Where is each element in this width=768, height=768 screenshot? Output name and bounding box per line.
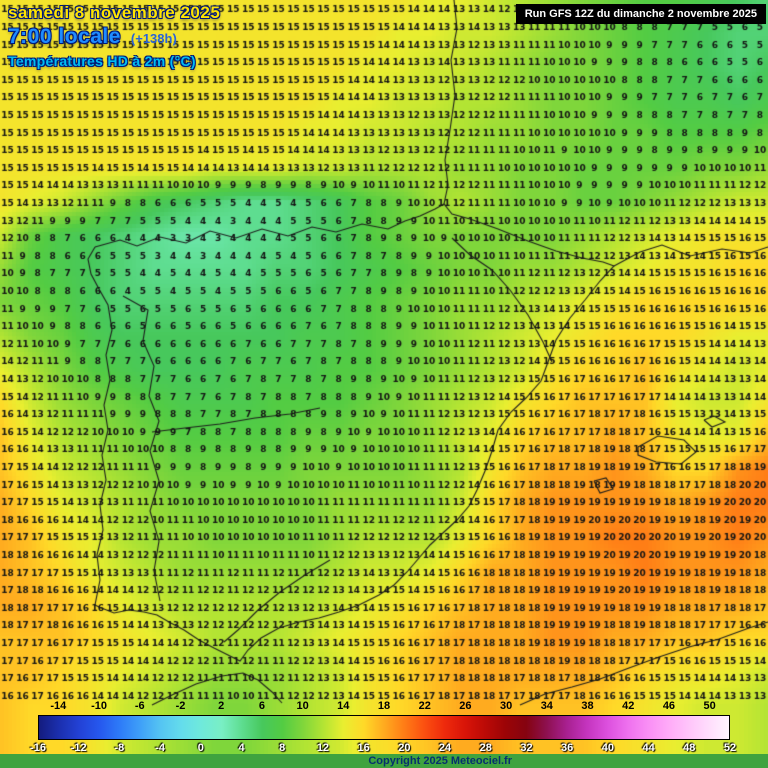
colorbar-tick-label: -14 bbox=[50, 700, 67, 712]
colorbar-tick-label: 26 bbox=[459, 700, 472, 712]
colorbar-tick-label: 20 bbox=[398, 742, 411, 754]
colorbar-tick-label: 0 bbox=[197, 742, 204, 754]
colorbar-tick-label: -6 bbox=[134, 700, 145, 712]
colorbar: -14 -10 -6 -2 2 6 10 14 18 22 26 30 34 38 42 46 50 -16 -1… bbox=[0, 700, 768, 756]
colorbar-tick-label: 32 bbox=[520, 742, 533, 754]
colorbar-tick-label: -8 bbox=[114, 742, 125, 754]
colorbar-tick-label: 4 bbox=[238, 742, 245, 754]
colorbar-tick-label: 10 bbox=[296, 700, 309, 712]
colorbar-tick-label: -10 bbox=[91, 700, 107, 712]
colorbar-tick-label: 48 bbox=[683, 742, 696, 754]
colorbar-tick-label: 30 bbox=[499, 700, 513, 712]
colorbar-tick-label: 50 bbox=[703, 700, 716, 712]
colorbar-tick-label: 42 bbox=[622, 700, 635, 712]
colorbar-tick-label: 28 bbox=[479, 742, 492, 754]
colorbar-tick-label: 44 bbox=[642, 742, 655, 754]
model-run-info: Run GFS 12Z du dimanche 2 novembre 2025 bbox=[515, 4, 766, 24]
colorbar-gradient bbox=[38, 715, 730, 740]
colorbar-tick-label: -4 bbox=[155, 742, 165, 754]
colorbar-tick-label: -16 bbox=[30, 742, 46, 754]
colorbar-tick-label: 52 bbox=[723, 742, 737, 754]
colorbar-tick-label: 6 bbox=[258, 700, 265, 712]
colorbar-tick-label: 46 bbox=[662, 700, 676, 712]
colorbar-tick-label: 22 bbox=[418, 700, 431, 712]
colorbar-tick-label: 18 bbox=[377, 700, 391, 712]
colorbar-tick-label: 36 bbox=[561, 742, 574, 754]
colorbar-tick-label: 8 bbox=[279, 742, 286, 754]
colorbar-tick-label: -12 bbox=[70, 742, 87, 754]
colorbar-tick-label: 14 bbox=[337, 700, 350, 712]
colorbar-tick-label: 24 bbox=[438, 742, 452, 754]
footer-bar: Copyright 2025 Meteociel.fr bbox=[0, 754, 768, 768]
colorbar-tick-label: 16 bbox=[357, 742, 370, 754]
copyright-label: Copyright 2025 Meteociel.fr bbox=[368, 755, 512, 767]
colorbar-tick-label: 12 bbox=[316, 742, 330, 754]
colorbar-tick-label: 34 bbox=[540, 700, 553, 712]
colorbar-tick-label: 2 bbox=[218, 700, 225, 712]
colorbar-tick-label: 40 bbox=[601, 742, 614, 754]
colorbar-tick-label: -2 bbox=[175, 700, 186, 712]
colorbar-tick-label: 38 bbox=[581, 700, 594, 712]
